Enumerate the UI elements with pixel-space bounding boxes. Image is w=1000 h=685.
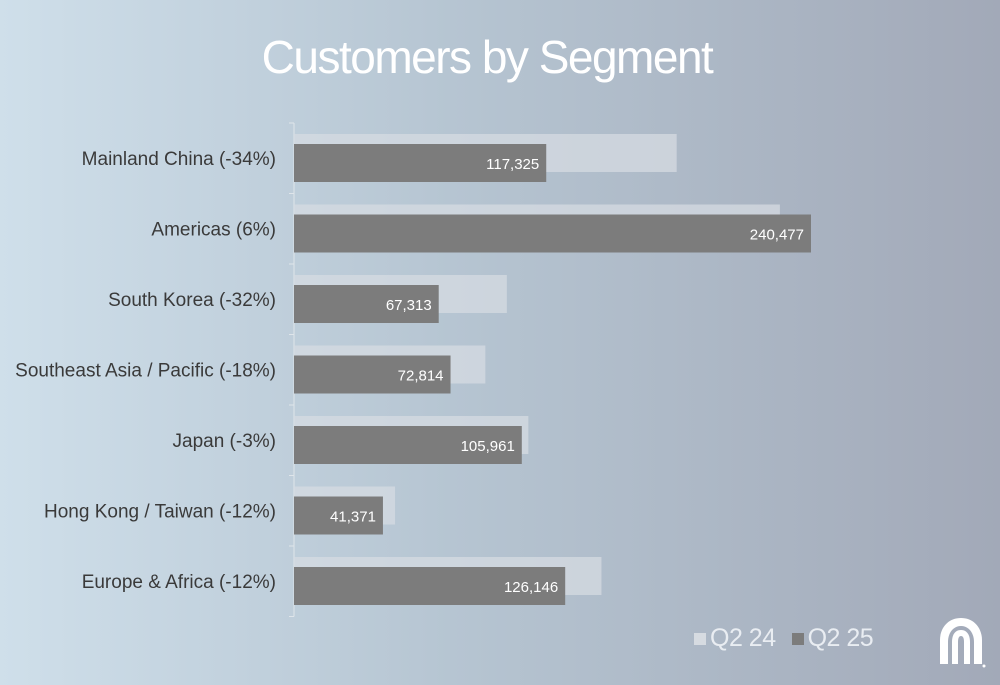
data-label-hong-kong-taiwan-12: 41,371 bbox=[330, 509, 376, 526]
category-label-americas-6: Americas (6%) bbox=[151, 220, 276, 241]
data-label-europe-africa-12: 126,146 bbox=[504, 579, 558, 596]
legend-item-q2-24: Q2 24 bbox=[694, 624, 776, 653]
bar-q2-25-japan-3 bbox=[294, 426, 522, 464]
category-label-japan-3: Japan (-3%) bbox=[173, 431, 277, 452]
category-label-europe-africa-12: Europe & Africa (-12%) bbox=[82, 572, 276, 593]
data-label-southeast-asia-pacific-18: 72,814 bbox=[398, 368, 444, 385]
legend-label-q2-24: Q2 24 bbox=[710, 624, 776, 652]
legend-swatch-q2-25 bbox=[791, 632, 804, 645]
bar-q2-25-hong-kong-taiwan-12 bbox=[294, 496, 383, 535]
legend: Q2 24 Q2 25 bbox=[694, 624, 889, 653]
bar-q2-25-south-korea-32 bbox=[294, 285, 439, 323]
bar-q2-25-southeast-asia-pacific-18 bbox=[294, 355, 451, 394]
legend-item-q2-25: Q2 25 bbox=[791, 624, 874, 653]
legend-swatch-q2-24 bbox=[694, 632, 706, 645]
bar-q2-25-mainland-china-34 bbox=[294, 144, 547, 182]
data-label-americas-6: 240,477 bbox=[750, 227, 804, 244]
data-label-japan-3: 105,961 bbox=[461, 438, 515, 455]
bar-q2-25-europe-africa-12 bbox=[294, 567, 566, 605]
category-label-mainland-china-34: Mainland China (-34%) bbox=[82, 149, 276, 170]
data-label-south-korea-32: 67,313 bbox=[386, 297, 432, 314]
category-label-southeast-asia-pacific-18: Southeast Asia / Pacific (-18%) bbox=[15, 361, 276, 382]
data-label-mainland-china-34: 117,325 bbox=[486, 156, 539, 173]
category-label-south-korea-32: South Korea (-32%) bbox=[108, 290, 276, 311]
category-label-hong-kong-taiwan-12: Hong Kong / Taiwan (-12%) bbox=[44, 502, 276, 523]
chart-title: Customers by Segment bbox=[261, 31, 714, 83]
nu-skin-logo-icon bbox=[940, 618, 986, 668]
legend-label-q2-25: Q2 25 bbox=[807, 624, 874, 652]
bar-q2-25-americas-6 bbox=[294, 214, 811, 253]
